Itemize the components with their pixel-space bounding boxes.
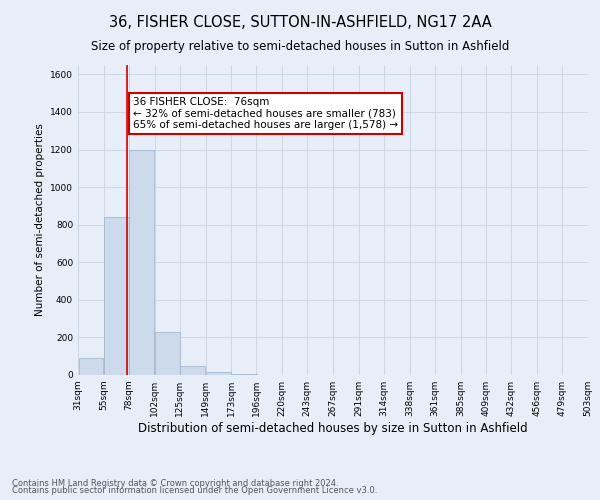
Bar [232,374,257,375]
Bar [130,150,154,375]
Bar [155,332,180,375]
Text: 36, FISHER CLOSE, SUTTON-IN-ASHFIELD, NG17 2AA: 36, FISHER CLOSE, SUTTON-IN-ASHFIELD, NG… [109,15,491,30]
Bar [206,372,231,375]
Text: Contains HM Land Registry data © Crown copyright and database right 2024.: Contains HM Land Registry data © Crown c… [12,478,338,488]
X-axis label: Distribution of semi-detached houses by size in Sutton in Ashfield: Distribution of semi-detached houses by … [138,422,528,435]
Text: Size of property relative to semi-detached houses in Sutton in Ashfield: Size of property relative to semi-detach… [91,40,509,53]
Bar [104,217,130,375]
Text: 36 FISHER CLOSE:  76sqm
← 32% of semi-detached houses are smaller (783)
65% of s: 36 FISHER CLOSE: 76sqm ← 32% of semi-det… [133,97,398,130]
Text: Contains public sector information licensed under the Open Government Licence v3: Contains public sector information licen… [12,486,377,495]
Bar [79,358,103,375]
Y-axis label: Number of semi-detached properties: Number of semi-detached properties [35,124,44,316]
Bar [180,366,205,375]
